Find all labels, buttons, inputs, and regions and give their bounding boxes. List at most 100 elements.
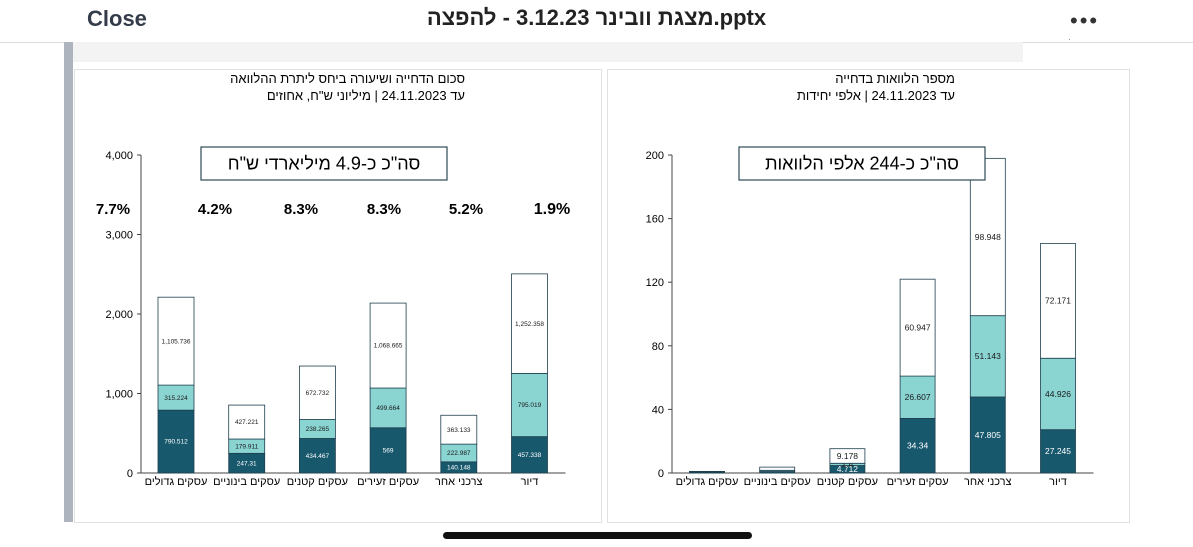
bar-segment bbox=[157, 296, 195, 386]
bar-segment bbox=[511, 373, 548, 438]
data-label: 457.338 bbox=[518, 452, 542, 459]
rate-label: 8.3% bbox=[367, 201, 401, 218]
bar-segment bbox=[1040, 429, 1076, 474]
data-label: 434.467 bbox=[306, 453, 330, 460]
rate-label: 5.2% bbox=[449, 201, 483, 218]
y-tick-label: 1,000 bbox=[105, 389, 133, 401]
x-tick-label: צרכני אחר bbox=[964, 476, 1012, 488]
data-label: 98.948 bbox=[975, 232, 1001, 242]
rate-label: 8.3% bbox=[284, 201, 318, 218]
y-tick-label: 80 bbox=[652, 341, 664, 353]
bar-segment bbox=[1040, 357, 1076, 431]
bar-segment bbox=[759, 466, 796, 471]
y-tick-label: 3,000 bbox=[105, 230, 133, 242]
chart-title: סכום הדחייה ושיעורה ביחס ליתרת ההלוואה bbox=[230, 71, 465, 86]
x-tick-label: דיור bbox=[521, 476, 539, 488]
data-label: 247.31 bbox=[237, 460, 257, 467]
chart-amount: סכום הדחייה ושיעורה ביחס ליתרת ההלוואה עד… bbox=[96, 71, 570, 488]
data-label: 51.143 bbox=[975, 351, 1001, 361]
data-label: 672.732 bbox=[306, 390, 330, 397]
x-tick-label: עסקים זעירים bbox=[357, 476, 419, 488]
bar-segment bbox=[369, 427, 407, 474]
total-annotation: סה"כ כ-244 אלפי הלוואות bbox=[765, 154, 959, 174]
bar-segment bbox=[440, 414, 478, 445]
page-marker: · bbox=[1068, 34, 1071, 44]
data-label: 1,252.358 bbox=[515, 321, 544, 328]
data-label: 499.664 bbox=[376, 405, 400, 412]
ellipsis-icon[interactable]: ••• bbox=[1070, 8, 1100, 33]
data-label: 569 bbox=[383, 448, 394, 455]
y-tick-label: 160 bbox=[646, 214, 664, 226]
y-tick-label: 120 bbox=[646, 277, 664, 289]
data-label: 4.712 bbox=[837, 464, 859, 474]
close-button[interactable]: Close bbox=[87, 6, 147, 31]
data-label: 222.987 bbox=[447, 450, 471, 457]
y-tick-label: 4,000 bbox=[105, 150, 133, 162]
chart-title: מספר הלוואות בדחייה bbox=[835, 71, 955, 86]
data-label: 44.926 bbox=[1045, 389, 1071, 399]
data-label: 1,105.736 bbox=[162, 338, 191, 345]
chart-subtitle: עד 24.11.2023 | אלפי יחידות bbox=[797, 88, 955, 103]
y-tick-label: 0 bbox=[127, 468, 133, 480]
rate-label: 4.2% bbox=[198, 201, 232, 218]
data-label: 60.947 bbox=[905, 322, 931, 332]
data-label: 315.224 bbox=[164, 395, 188, 402]
x-tick-label: דיור bbox=[1049, 476, 1067, 488]
data-label: 238.265 bbox=[306, 426, 330, 433]
bar-segment bbox=[369, 387, 407, 429]
bar-segment bbox=[899, 278, 936, 377]
x-tick-label: עסקים גדולים bbox=[676, 475, 739, 488]
bar-segment bbox=[228, 404, 266, 440]
bar-segment bbox=[969, 396, 1006, 474]
x-tick-label: עסקים גדולים bbox=[145, 475, 208, 488]
y-tick-label: 40 bbox=[652, 404, 664, 416]
rate-label: 1.9% bbox=[534, 201, 570, 218]
data-label: 179.911 bbox=[235, 443, 258, 450]
bar-segment bbox=[689, 471, 725, 473]
y-tick-label: 0 bbox=[658, 468, 664, 480]
data-label: 1,068.665 bbox=[374, 343, 403, 350]
data-label: 34.34 bbox=[907, 441, 929, 451]
x-tick-label: עסקים קטנים bbox=[287, 476, 348, 488]
data-label: 790.512 bbox=[164, 439, 188, 446]
x-tick-label: צרכני אחר bbox=[435, 476, 483, 488]
slide-header-strip bbox=[73, 42, 1023, 62]
data-label: 427.221 bbox=[235, 419, 259, 426]
x-tick-label: עסקים בינוניים bbox=[213, 476, 280, 488]
x-tick-label: עסקים בינוניים bbox=[744, 476, 811, 488]
rate-label: 7.7% bbox=[96, 201, 130, 218]
bar-segment bbox=[511, 436, 548, 474]
chart-subtitle: עד 24.11.2023 | מיליוני ש"ח, אחוזים bbox=[267, 88, 465, 103]
chart-panel-amount: סכום הדחייה ושיעורה ביחס ליתרת ההלוואה עד… bbox=[74, 69, 602, 523]
data-label: 9.178 bbox=[837, 451, 859, 461]
top-bar: Close מצגת וובינר 3.12.23 - להפצה.pptx •… bbox=[0, 0, 1193, 43]
chart-panel-count: מספר הלוואות בדחייה עד 24.11.2023 | אלפי … bbox=[607, 69, 1130, 523]
data-label: 72.171 bbox=[1045, 296, 1071, 306]
bar-segment bbox=[969, 157, 1006, 317]
bar-segment bbox=[899, 375, 936, 419]
bar-segment bbox=[298, 438, 336, 474]
home-indicator bbox=[443, 532, 752, 539]
x-tick-label: עסקים זעירים bbox=[887, 476, 949, 488]
data-label: 27.245 bbox=[1045, 446, 1071, 456]
x-tick-label: עסקים קטנים bbox=[817, 476, 878, 488]
bar-segment bbox=[899, 417, 936, 474]
data-label: 140.148 bbox=[447, 465, 471, 472]
y-tick-label: 2,000 bbox=[105, 309, 133, 321]
data-label: 795.019 bbox=[518, 402, 542, 409]
bar-segment bbox=[369, 302, 407, 389]
bar-segment bbox=[298, 365, 336, 420]
bar-segment bbox=[511, 273, 548, 374]
bar-segment bbox=[1040, 243, 1076, 359]
total-annotation: סה"כ כ-4.9 מיליארדי ש"ח bbox=[228, 154, 421, 174]
chart-count: מספר הלוואות בדחייה עד 24.11.2023 | אלפי … bbox=[646, 71, 1094, 488]
total-annotation-box bbox=[200, 146, 448, 181]
data-label: 363.133 bbox=[447, 427, 471, 434]
bar-segment bbox=[969, 315, 1006, 398]
data-label: 26.607 bbox=[905, 392, 931, 402]
bar-segment bbox=[829, 448, 866, 464]
slide-edge-bar bbox=[64, 42, 73, 522]
total-annotation-box bbox=[738, 146, 986, 181]
y-tick-label: 200 bbox=[646, 150, 664, 162]
document-title: מצגת וובינר 3.12.23 - להפצה.pptx bbox=[426, 5, 767, 30]
